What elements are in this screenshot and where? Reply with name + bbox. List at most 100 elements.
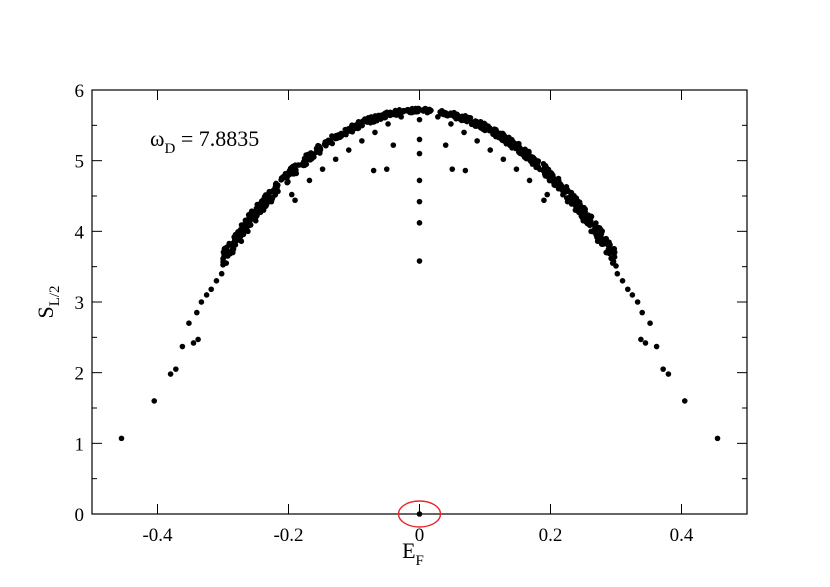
data-point	[493, 126, 499, 133]
data-point	[360, 118, 367, 124]
x-tick-label: -0.4	[142, 525, 173, 546]
highlight-circle	[397, 500, 442, 528]
data-point	[247, 222, 254, 228]
data-point	[282, 173, 288, 180]
x-axis-title-main: E	[402, 538, 415, 563]
data-point	[448, 121, 454, 127]
data-point	[218, 270, 225, 277]
x-tick-label: 0	[415, 525, 425, 546]
data-point	[558, 186, 565, 192]
data-point	[629, 292, 636, 298]
data-point	[319, 166, 326, 172]
data-point	[292, 197, 298, 204]
data-point	[167, 371, 174, 377]
data-point	[551, 176, 558, 182]
data-point	[228, 248, 234, 255]
data-point	[247, 217, 254, 224]
y-tick-label: 4	[75, 222, 85, 243]
data-point	[487, 147, 494, 153]
annotation-text: ωD = 7.8835	[150, 126, 259, 157]
data-point	[613, 263, 619, 269]
data-point	[198, 299, 205, 305]
data-point	[614, 270, 621, 277]
data-point	[437, 109, 443, 115]
data-point	[416, 511, 423, 517]
data-point	[638, 336, 644, 343]
data-point	[290, 164, 297, 170]
data-point	[516, 140, 522, 147]
data-point	[442, 142, 449, 148]
data-point	[642, 340, 649, 346]
x-tick-label: 0.2	[539, 525, 563, 546]
data-point	[246, 212, 252, 218]
data-point	[236, 235, 242, 242]
data-point	[243, 224, 250, 231]
data-point	[416, 220, 423, 226]
data-point	[576, 203, 582, 210]
x-axis-title: EF	[402, 538, 424, 569]
data-point	[647, 320, 653, 327]
data-point	[597, 237, 604, 244]
data-point	[370, 167, 377, 174]
data-point	[375, 113, 381, 119]
data-point	[151, 398, 158, 404]
data-point	[544, 191, 551, 198]
data-point	[327, 137, 334, 144]
data-point	[456, 113, 462, 120]
y-axis-title: SL/2	[33, 285, 63, 318]
data-point	[295, 162, 302, 168]
data-point	[195, 336, 201, 343]
data-point	[474, 138, 480, 144]
data-point	[595, 224, 601, 231]
data-point	[513, 166, 520, 172]
data-point	[541, 197, 547, 204]
data-point	[252, 215, 259, 222]
y-tick-label: 3	[75, 293, 85, 314]
data-point	[278, 177, 284, 183]
data-point	[383, 166, 390, 172]
annotation-value: = 7.8835	[175, 126, 259, 151]
data-point	[344, 127, 350, 134]
data-point	[416, 150, 423, 157]
data-point	[420, 106, 427, 113]
data-point	[186, 320, 192, 327]
data-point	[611, 254, 618, 260]
data-point	[530, 155, 536, 162]
data-point	[317, 150, 323, 156]
data-point	[594, 233, 601, 240]
data-point	[359, 138, 365, 144]
data-point	[435, 114, 441, 120]
data-point	[563, 185, 570, 192]
data-point	[222, 259, 228, 266]
data-point	[274, 186, 280, 192]
data-point	[348, 128, 354, 135]
data-point	[286, 171, 292, 178]
data-point	[306, 177, 313, 184]
data-point	[381, 114, 388, 121]
data-point	[426, 107, 433, 113]
data-point	[681, 398, 688, 404]
y-tick-label: 2	[75, 364, 85, 385]
data-point	[576, 209, 582, 216]
data-point	[579, 214, 586, 221]
data-point	[665, 371, 672, 377]
data-point	[464, 118, 470, 125]
annotation-symbol: ω	[150, 126, 164, 151]
data-point	[416, 198, 423, 205]
data-point	[416, 136, 423, 143]
data-point	[639, 309, 645, 316]
data-point	[255, 210, 261, 216]
data-points	[118, 105, 721, 517]
data-point	[653, 343, 660, 350]
data-point	[573, 195, 580, 201]
data-point	[551, 182, 558, 188]
data-point	[390, 142, 397, 148]
data-point	[301, 155, 308, 162]
data-point	[208, 286, 215, 293]
y-tick-label: 6	[75, 81, 85, 102]
data-point	[230, 242, 236, 248]
data-point	[315, 142, 321, 149]
data-point	[213, 278, 220, 284]
x-tick-label: -0.2	[273, 525, 303, 546]
data-point	[547, 169, 554, 176]
